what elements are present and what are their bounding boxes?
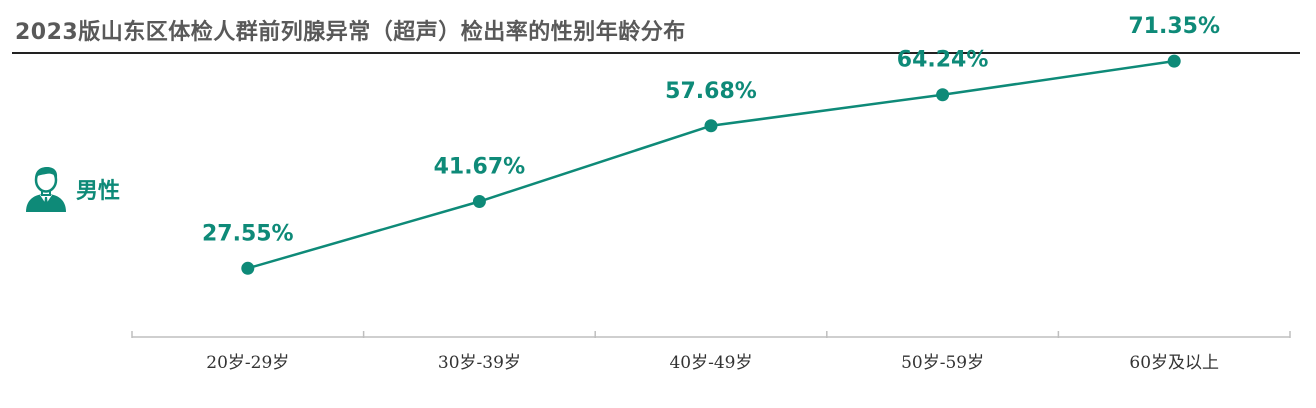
x-tick-label: 60岁及以上 [1129,353,1219,373]
x-tick-label: 50岁-59岁 [901,353,984,373]
data-label: 57.68% [665,79,757,104]
male-avatar-icon [26,167,66,212]
data-label: 27.55% [202,221,294,246]
x-tick-label: 20岁-29岁 [206,353,289,373]
title-divider [12,52,1300,54]
chart-title: 2023版山东区体检人群前列腺异常（超声）检出率的性别年龄分布 [15,20,686,45]
data-label: 71.35% [1128,14,1220,39]
data-point [936,88,950,102]
data-point [704,119,718,133]
x-tick-label: 30岁-39岁 [438,353,521,373]
data-point [1167,54,1181,68]
data-point [241,261,255,275]
legend: 男性 [24,166,120,212]
x-tick-label: 40岁-49岁 [669,353,752,373]
legend-label: 男性 [76,179,121,204]
data-label: 41.67% [434,155,526,180]
data-label: 64.24% [897,48,989,73]
data-point [472,195,486,209]
